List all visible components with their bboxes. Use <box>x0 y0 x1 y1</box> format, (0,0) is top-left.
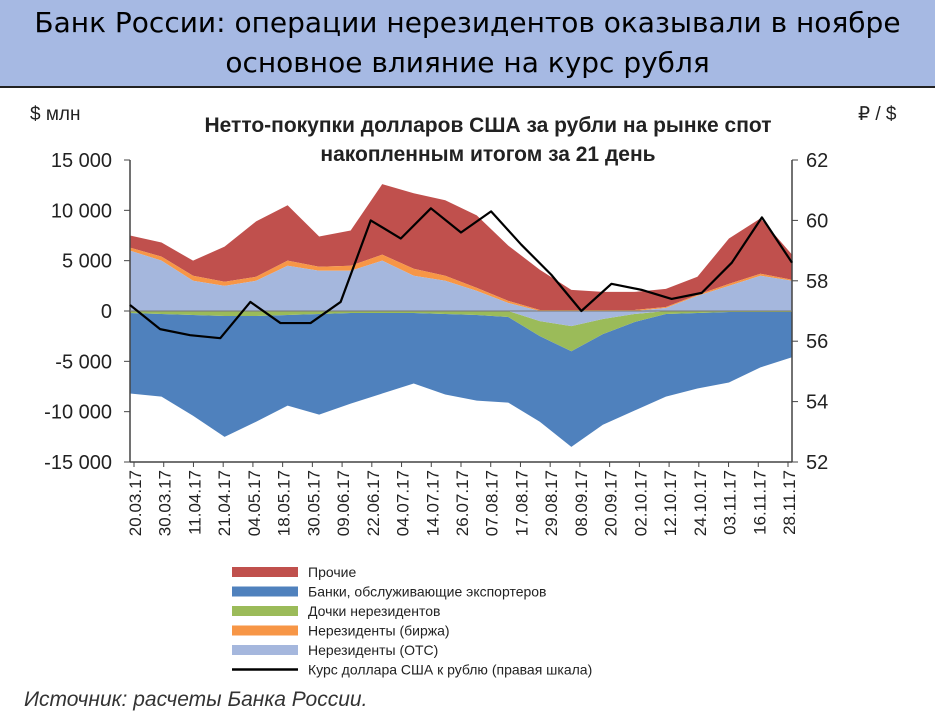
x-tick-label: 21.04.17 <box>215 470 234 536</box>
chart-title-line-1: Нетто-покупки долларов США за рубли на р… <box>204 114 771 137</box>
right-tick-label: 62 <box>806 150 828 172</box>
legend-label-subs: Дочки нерезидентов <box>308 603 440 619</box>
legend-swatch-exch <box>232 625 298 636</box>
area-nonres-exchange <box>130 247 792 311</box>
x-tick-label: 28.11.17 <box>780 470 799 535</box>
x-tick-label: 12.10.17 <box>661 470 680 536</box>
headline-banner: Банк России: операции нерезидентов оказы… <box>0 0 935 88</box>
x-tick-label: 22.06.17 <box>364 470 383 536</box>
plot-area: 15 000 10 000 5 000 0 -5 000 -10 000 -15 000 62… <box>44 150 828 536</box>
x-tick-label: 26.07.17 <box>453 470 472 536</box>
legend-swatch-other <box>232 567 298 577</box>
x-tick-label: 29.08.17 <box>542 470 561 536</box>
legend-label-banks: Банки, обслуживающие экспортеров <box>308 584 547 600</box>
legend-swatch-subs <box>232 606 298 616</box>
x-tick-label: 02.10.17 <box>631 470 650 536</box>
x-tick-label: 24.10.17 <box>691 470 710 536</box>
left-tick-label: -15 000 <box>44 452 112 474</box>
headline-line-2: основное влияние на курс рубля <box>225 46 710 79</box>
area-subsidiaries <box>130 311 792 352</box>
left-tick-label: 0 <box>101 301 112 323</box>
x-tick-label: 11.04.17 <box>185 470 204 535</box>
area-banks-exporters <box>130 312 792 447</box>
x-tick-label: 20.09.17 <box>602 470 621 536</box>
legend-label-exch: Нерезиденты (биржа) <box>308 623 450 639</box>
headline-line-1: Банк России: операции нерезидентов оказы… <box>34 6 901 39</box>
legend-swatch-otc <box>232 645 298 655</box>
area-nonres-otc-negative <box>130 311 792 327</box>
right-tick-label: 52 <box>806 452 828 474</box>
left-tick-label: 15 000 <box>51 150 112 172</box>
legend: Прочие Банки, обслуживающие экспортеров До… <box>232 564 592 678</box>
x-tick-label: 07.08.17 <box>483 470 502 536</box>
left-tick-label: -5 000 <box>55 351 112 373</box>
legend-label-other: Прочие <box>308 564 356 580</box>
x-tick-label: 04.07.17 <box>394 470 413 536</box>
x-tick-label: 20.03.17 <box>126 470 145 536</box>
right-tick-label: 60 <box>806 210 828 232</box>
source-note: Источник: расчеты Банка России. <box>24 688 368 711</box>
area-other <box>130 184 792 310</box>
right-tick-label: 58 <box>806 271 828 293</box>
area-nonres-otc <box>130 250 792 311</box>
legend-label-rate: Курс доллара США к рублю (правая шкала) <box>308 662 592 678</box>
x-tick-label: 08.09.17 <box>572 470 591 536</box>
x-tick-label: 18.05.17 <box>275 470 294 536</box>
x-tick-label: 03.11.17 <box>721 470 740 535</box>
x-tick-label: 17.08.17 <box>512 470 531 536</box>
right-tick-label: 56 <box>806 331 828 353</box>
legend-swatch-banks <box>232 586 298 597</box>
x-tick-label: 04.05.17 <box>245 470 264 536</box>
chart-title-line-2: накопленным итогом за 21 день <box>320 143 655 166</box>
x-tick-label: 30.03.17 <box>156 470 175 536</box>
left-tick-label: 5 000 <box>62 251 112 273</box>
chart: $ млн ₽ / $ Нетто-покупки долларов США з… <box>30 104 897 678</box>
series-line-usd-rub-rate <box>129 207 793 340</box>
x-tick-label: 16.11.17 <box>750 470 769 535</box>
left-tick-label: 10 000 <box>51 200 112 222</box>
x-tick-label: 14.07.17 <box>423 470 442 536</box>
right-tick-label: 54 <box>806 392 828 414</box>
left-tick-label: -10 000 <box>44 402 112 424</box>
right-axis-unit: ₽ / $ <box>858 104 897 125</box>
legend-label-otc: Нерезиденты (OTC) <box>308 642 438 658</box>
left-axis-unit: $ млн <box>30 104 81 125</box>
x-tick-label: 30.05.17 <box>304 470 323 536</box>
x-tick-label: 09.06.17 <box>334 470 353 536</box>
